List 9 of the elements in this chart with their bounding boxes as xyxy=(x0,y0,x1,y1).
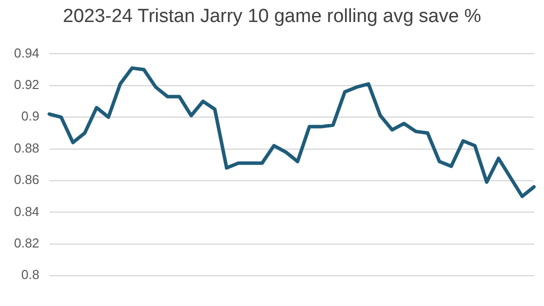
y-tick-label: 0.84 xyxy=(14,204,40,219)
y-tick-label: 0.94 xyxy=(14,45,40,60)
y-tick-label: 0.88 xyxy=(14,140,40,156)
chart-title: 2023-24 Tristan Jarry 10 game rolling avg save % xyxy=(62,6,482,28)
y-tick-label: 0.9 xyxy=(21,108,40,124)
y-tick-label: 0.8 xyxy=(21,267,40,282)
y-tick-label: 0.86 xyxy=(14,172,40,188)
y-tick-label: 0.82 xyxy=(14,235,40,250)
y-tick-label: 0.92 xyxy=(14,77,40,92)
